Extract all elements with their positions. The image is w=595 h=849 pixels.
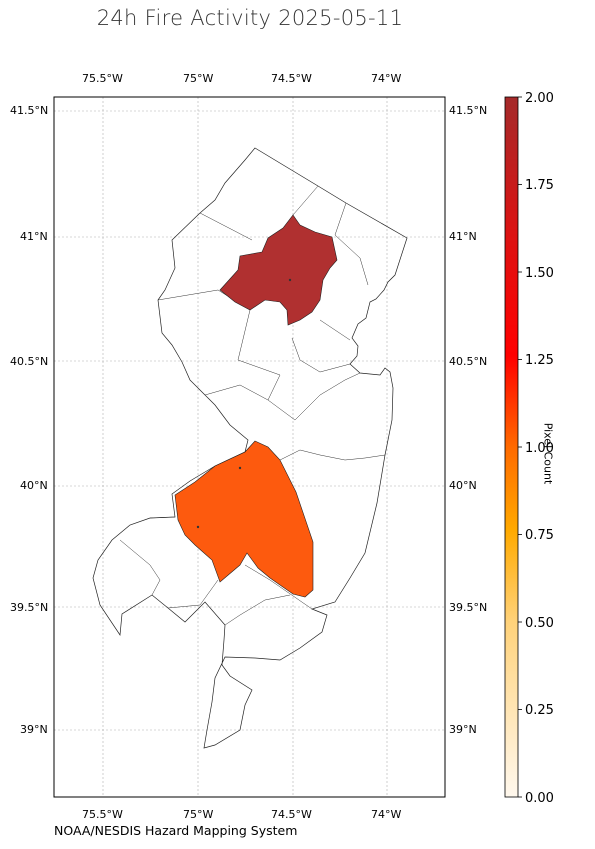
fire-detection-point bbox=[238, 466, 242, 470]
colorbar-tick-label: 0.00 bbox=[525, 791, 554, 806]
colorbar-label: Pixel Count bbox=[541, 422, 555, 485]
bottom-lon-tick: 74.5°W bbox=[271, 808, 312, 821]
left-lat-tick: 40.5°N bbox=[10, 355, 49, 368]
bottom-lon-tick: 74°W bbox=[371, 808, 402, 821]
right-lat-tick: 40°N bbox=[449, 479, 477, 492]
colorbar-tick-label: 1.50 bbox=[525, 266, 554, 281]
colorbar-tick-label: 1.25 bbox=[525, 353, 554, 368]
bottom-lon-tick: 75.5°W bbox=[82, 808, 123, 821]
colorbar-tick-label: 0.50 bbox=[525, 616, 554, 631]
colorbar-tick-label: 1.75 bbox=[525, 178, 554, 193]
left-lat-tick: 39°N bbox=[20, 723, 48, 736]
top-lon-tick: 74.5°W bbox=[271, 72, 312, 85]
top-lon-tick: 75.5°W bbox=[82, 72, 123, 85]
colorbar-tick-label: 0.25 bbox=[525, 703, 554, 718]
left-lat-tick: 41°N bbox=[20, 230, 48, 243]
graticule bbox=[54, 97, 445, 797]
left-lat-tick: 41.5°N bbox=[10, 104, 49, 117]
colorbar-tick-label: 2.00 bbox=[525, 91, 554, 106]
right-lat-tick: 39.5°N bbox=[449, 601, 488, 614]
fire-county-north bbox=[219, 214, 338, 326]
colorbar-tick-label: 1.00 bbox=[525, 441, 554, 456]
map-frame bbox=[53, 96, 446, 798]
fire-detection-point bbox=[288, 278, 292, 282]
right-lat-tick: 41°N bbox=[449, 230, 477, 243]
top-lon-tick: 74°W bbox=[371, 72, 402, 85]
map-title: 24h Fire Activity 2025-05-11 bbox=[96, 6, 404, 30]
colorbar bbox=[504, 96, 519, 798]
data-source-credit: NOAA/NESDIS Hazard Mapping System bbox=[54, 823, 298, 838]
right-lat-tick: 39°N bbox=[449, 723, 477, 736]
bottom-lon-tick: 75°W bbox=[183, 808, 214, 821]
right-lat-tick: 41.5°N bbox=[449, 104, 488, 117]
fire-county-south bbox=[174, 440, 314, 598]
fire-detection-point bbox=[196, 525, 200, 529]
left-lat-tick: 39.5°N bbox=[10, 601, 49, 614]
left-lat-tick: 40°N bbox=[20, 479, 48, 492]
colorbar-tick-label: 0.75 bbox=[525, 528, 554, 543]
top-lon-tick: 75°W bbox=[183, 72, 214, 85]
right-lat-tick: 40.5°N bbox=[449, 355, 488, 368]
colorbar-ticks bbox=[518, 96, 522, 798]
